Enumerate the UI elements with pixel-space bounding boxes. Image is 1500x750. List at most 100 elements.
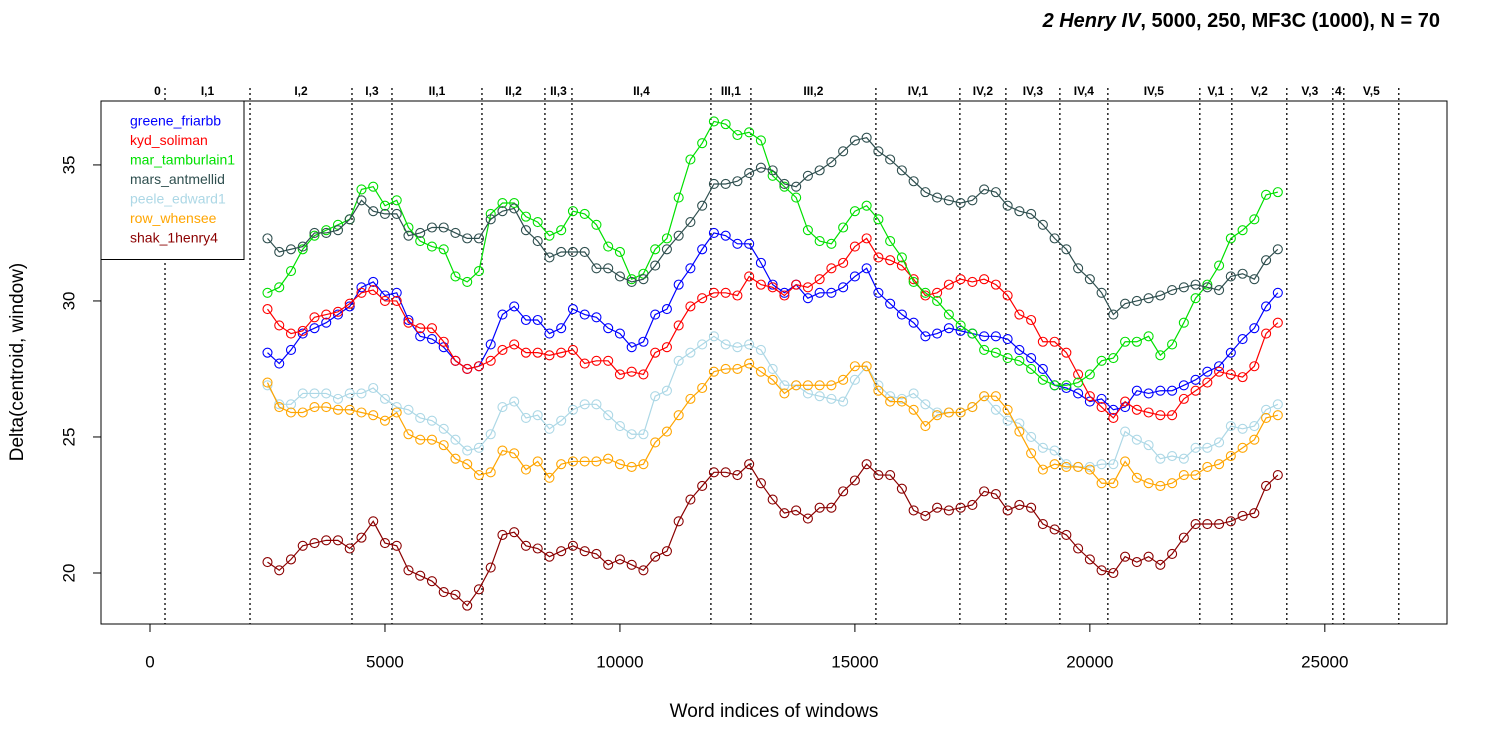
- data-point: [838, 282, 849, 293]
- data-point: [943, 407, 954, 418]
- data-point: [462, 600, 473, 611]
- data-point: [1272, 317, 1283, 328]
- data-point: [462, 459, 473, 470]
- data-point: [732, 342, 743, 353]
- data-point: [356, 195, 367, 206]
- data-point: [802, 225, 813, 236]
- legend-label: greene_friarbb: [130, 113, 221, 129]
- data-point: [1096, 401, 1107, 413]
- data-point: [579, 546, 590, 557]
- data-point: [1026, 314, 1037, 326]
- y-tick-label: 25: [59, 428, 78, 447]
- data-point: [697, 480, 708, 491]
- data-point: [638, 336, 649, 347]
- data-point: [849, 135, 860, 146]
- data-point: [697, 200, 708, 211]
- data-point: [415, 331, 426, 342]
- data-point: [896, 252, 907, 263]
- data-point: [720, 287, 731, 298]
- data-point: [1073, 461, 1084, 472]
- data-point: [990, 404, 1001, 415]
- data-point: [1084, 464, 1095, 475]
- data-point: [1131, 295, 1142, 307]
- data-point: [1202, 442, 1213, 453]
- data-point: [932, 192, 943, 203]
- data-point: [1061, 529, 1072, 540]
- data-point: [368, 181, 379, 192]
- data-point: [262, 557, 273, 568]
- data-point: [556, 546, 567, 557]
- data-point: [638, 429, 649, 440]
- data-point: [1272, 244, 1283, 255]
- data-point: [650, 244, 661, 255]
- data-point: [720, 339, 731, 350]
- data-point: [274, 246, 285, 258]
- data-point: [332, 309, 344, 320]
- data-point: [591, 355, 602, 366]
- data-point: [1026, 448, 1037, 459]
- data-point: [661, 244, 672, 255]
- data-point: [520, 225, 532, 236]
- data-point: [744, 358, 755, 369]
- data-point: [767, 282, 778, 293]
- scene-label: III,2: [803, 84, 823, 98]
- data-point: [943, 309, 954, 320]
- data-point: [673, 355, 684, 366]
- data-point: [485, 429, 496, 440]
- data-point: [544, 230, 555, 241]
- data-point: [1237, 372, 1248, 383]
- data-point: [556, 459, 567, 470]
- data-point: [426, 415, 438, 426]
- data-point: [1225, 347, 1236, 358]
- scene-label: IV,3: [1023, 84, 1044, 98]
- data-point: [1143, 388, 1154, 399]
- plot-frame: [100, 100, 1448, 625]
- data-point: [673, 516, 684, 527]
- data-point: [779, 181, 790, 192]
- data-point: [579, 246, 590, 258]
- data-point: [1084, 554, 1095, 565]
- data-point: [1202, 366, 1213, 377]
- data-point: [826, 502, 837, 513]
- data-point: [567, 206, 578, 217]
- data-point: [967, 328, 978, 339]
- data-point: [497, 529, 508, 540]
- data-point: [885, 470, 896, 481]
- data-point: [603, 263, 614, 274]
- data-point: [1272, 187, 1283, 198]
- data-point: [1143, 440, 1154, 451]
- data-point: [403, 317, 414, 328]
- data-point: [1249, 508, 1260, 519]
- data-point: [838, 486, 849, 497]
- data-point: [1084, 396, 1095, 407]
- data-point: [1225, 233, 1236, 244]
- data-point: [1272, 287, 1283, 298]
- data-point: [391, 287, 402, 298]
- data-point: [509, 396, 520, 407]
- data-point: [802, 170, 813, 181]
- data-point: [626, 461, 637, 472]
- data-point: [379, 295, 391, 307]
- data-point: [285, 344, 297, 355]
- data-point: [1002, 404, 1013, 415]
- data-point: [708, 178, 719, 190]
- data-point: [1131, 434, 1142, 445]
- data-point: [708, 287, 719, 298]
- data-point: [1037, 336, 1048, 347]
- data-point: [838, 374, 849, 385]
- data-point: [1225, 369, 1236, 380]
- data-point: [920, 187, 931, 198]
- data-point: [321, 388, 332, 399]
- data-point: [556, 323, 567, 334]
- data-point: [438, 440, 449, 451]
- data-point: [943, 505, 954, 516]
- data-point: [767, 363, 778, 375]
- data-point: [262, 380, 273, 391]
- data-point: [650, 309, 661, 320]
- data-point: [1049, 459, 1060, 470]
- data-point: [321, 227, 332, 238]
- data-point: [1108, 567, 1119, 579]
- scene-label: IV,5: [1144, 84, 1165, 98]
- data-point: [943, 195, 954, 206]
- data-point: [321, 309, 332, 320]
